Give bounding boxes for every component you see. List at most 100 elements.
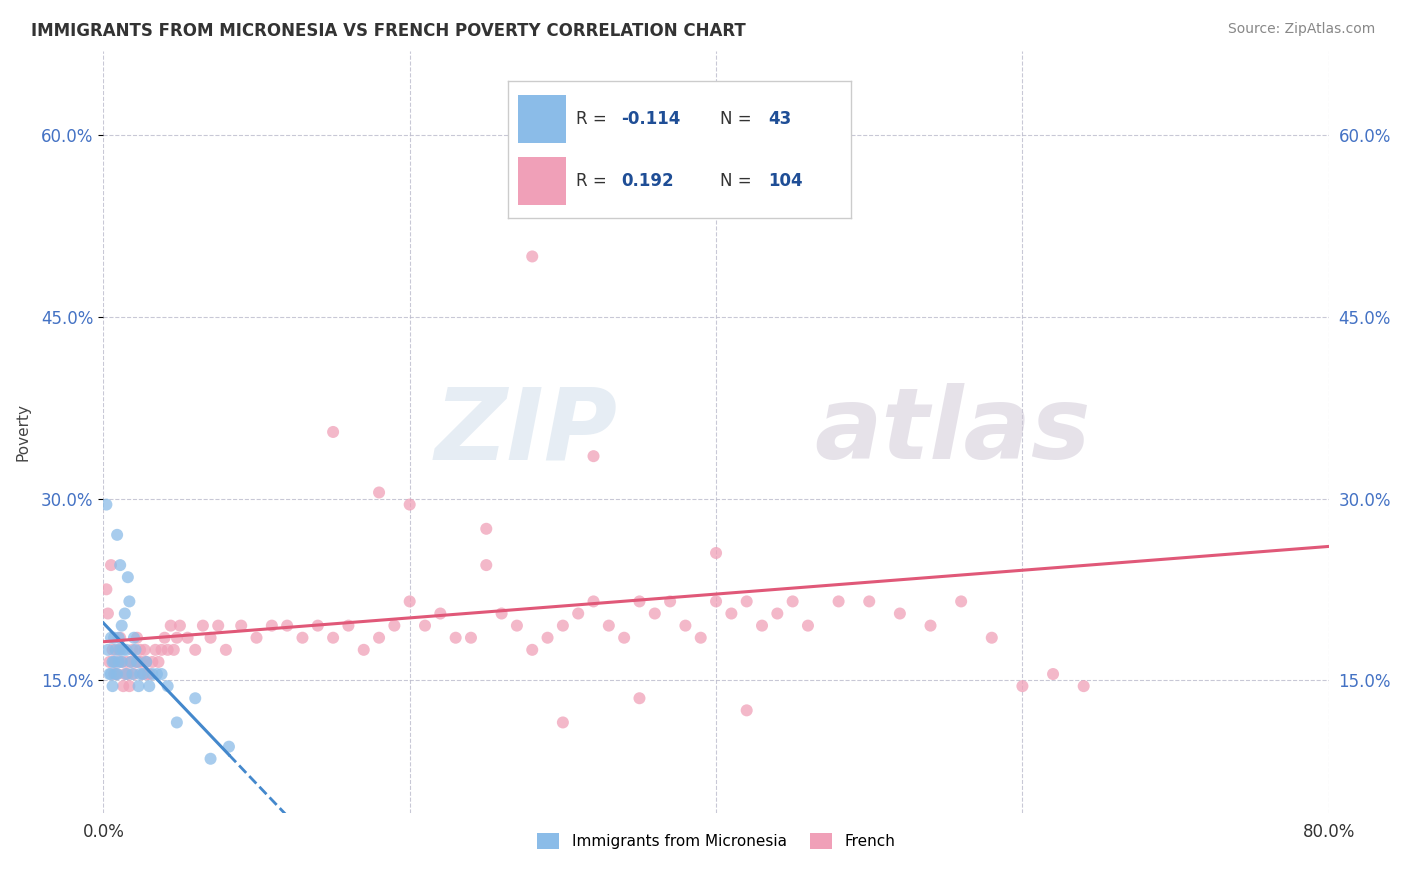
Point <box>105 667 128 681</box>
Point <box>889 607 911 621</box>
Point <box>98 655 121 669</box>
Point <box>117 667 139 681</box>
Point <box>115 667 138 681</box>
Point <box>215 643 238 657</box>
Point <box>159 618 181 632</box>
Point <box>184 643 207 657</box>
Point <box>107 631 129 645</box>
Point <box>567 607 589 621</box>
Point <box>276 618 298 632</box>
Point <box>118 679 141 693</box>
Point <box>107 655 129 669</box>
Point <box>797 618 820 632</box>
Point <box>398 594 420 608</box>
Point <box>950 594 973 608</box>
Point <box>121 667 143 681</box>
Point <box>444 631 467 645</box>
Point <box>582 594 605 608</box>
Point <box>522 249 544 263</box>
Point <box>129 667 152 681</box>
Point <box>413 618 436 632</box>
Point <box>114 607 136 621</box>
Point <box>368 485 391 500</box>
Text: atlas: atlas <box>814 384 1091 481</box>
Point <box>132 667 155 681</box>
Point <box>704 594 727 608</box>
Text: IMMIGRANTS FROM MICRONESIA VS FRENCH POVERTY CORRELATION CHART: IMMIGRANTS FROM MICRONESIA VS FRENCH POV… <box>31 22 745 40</box>
Point <box>103 631 125 645</box>
Point <box>101 655 124 669</box>
Point <box>111 618 134 632</box>
Point <box>200 631 222 645</box>
Point <box>122 631 145 645</box>
Point <box>104 655 127 669</box>
Point <box>291 631 314 645</box>
Point <box>100 558 122 573</box>
Y-axis label: Poverty: Poverty <box>15 403 30 461</box>
Point <box>156 643 179 657</box>
Point <box>97 643 120 657</box>
Point <box>136 667 159 681</box>
Point <box>108 558 131 573</box>
Point <box>131 655 153 669</box>
Point <box>121 643 143 657</box>
Point <box>827 594 849 608</box>
Point <box>735 703 758 717</box>
Point <box>628 594 651 608</box>
Point <box>124 655 146 669</box>
Point <box>153 631 176 645</box>
Point <box>108 631 131 645</box>
Point <box>322 425 344 439</box>
Point <box>103 655 125 669</box>
Point <box>704 546 727 560</box>
Point <box>245 631 267 645</box>
Point <box>628 691 651 706</box>
Point <box>148 655 170 669</box>
Point <box>735 594 758 608</box>
Point <box>134 643 156 657</box>
Point <box>101 643 124 657</box>
Point <box>644 607 666 621</box>
Text: ZIP: ZIP <box>434 384 619 481</box>
Point <box>382 618 405 632</box>
Point <box>689 631 711 645</box>
Point <box>337 618 360 632</box>
Point <box>104 643 127 657</box>
Point <box>460 631 482 645</box>
Point <box>115 643 138 657</box>
Point <box>138 667 160 681</box>
Point <box>103 667 125 681</box>
Point <box>135 655 157 669</box>
Point <box>107 643 129 657</box>
Text: Source: ZipAtlas.com: Source: ZipAtlas.com <box>1227 22 1375 37</box>
Point <box>475 522 498 536</box>
Point <box>145 643 167 657</box>
Point <box>659 594 682 608</box>
Point <box>101 679 124 693</box>
Point <box>122 667 145 681</box>
Point <box>132 667 155 681</box>
Point <box>176 631 198 645</box>
Point <box>673 618 696 632</box>
Point <box>551 618 574 632</box>
Point <box>129 643 152 657</box>
Point <box>766 607 789 621</box>
Point <box>200 752 222 766</box>
Point <box>1042 667 1064 681</box>
Point <box>108 643 131 657</box>
Point <box>124 643 146 657</box>
Point <box>858 594 880 608</box>
Point <box>105 667 128 681</box>
Point <box>782 594 804 608</box>
Point <box>105 528 128 542</box>
Point <box>184 691 207 706</box>
Point <box>98 667 121 681</box>
Point <box>112 643 135 657</box>
Point <box>128 655 150 669</box>
Point <box>536 631 558 645</box>
Point <box>1011 679 1033 693</box>
Point <box>96 582 118 597</box>
Point <box>111 655 134 669</box>
Point <box>141 655 163 669</box>
Point <box>322 631 344 645</box>
